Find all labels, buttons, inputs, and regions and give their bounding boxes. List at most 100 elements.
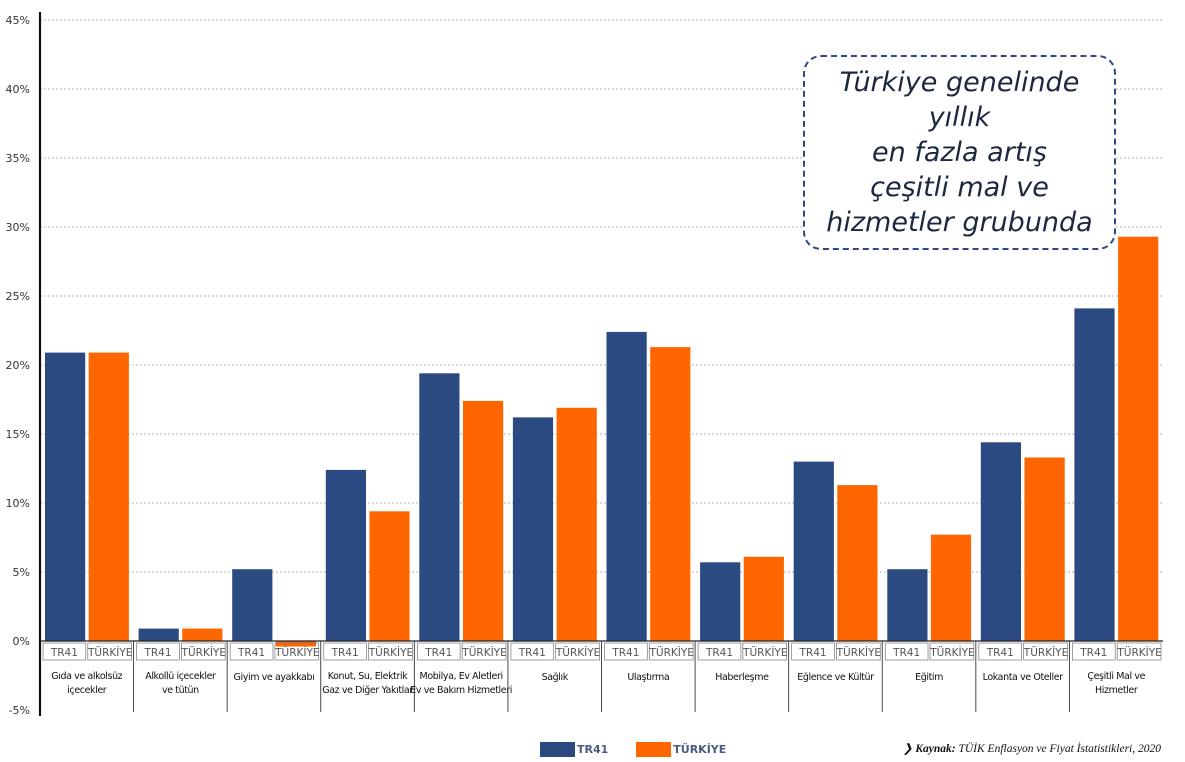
sublabel-text: TR41 <box>799 647 827 659</box>
legend-item-tr41: TR41 <box>540 741 609 757</box>
sublabel-box <box>555 642 600 661</box>
y-tick-label: 30% <box>6 221 30 234</box>
bar <box>606 331 647 641</box>
bar <box>930 534 972 641</box>
sublabel-text: TR41 <box>50 647 78 659</box>
sublabel-box <box>229 642 274 661</box>
legend-swatch-tr41 <box>540 741 575 757</box>
sublabel-text: TÜRKİYE <box>461 646 506 659</box>
bar <box>556 407 597 641</box>
y-tick-label: 35% <box>6 152 30 165</box>
sublabel-text: TÜRKİYE <box>742 646 787 659</box>
sublabel-box <box>1023 642 1068 661</box>
callout-line: en fazla artış <box>872 136 1047 168</box>
category-label: Sağlık <box>542 672 569 683</box>
bar <box>1024 457 1065 641</box>
legend-label: TR41 <box>577 742 609 756</box>
bar <box>700 562 741 641</box>
sublabel-box <box>791 642 835 661</box>
sublabel-text: TR41 <box>705 647 733 659</box>
sublabel-box <box>1116 642 1162 661</box>
category-label: ve tütün <box>162 685 199 696</box>
category-label: Gaz ve Diğer Yakıtlar <box>322 685 413 696</box>
sublabel-box <box>87 642 132 661</box>
bar <box>182 628 223 641</box>
category-label: Eğlence ve Kültür <box>797 672 874 683</box>
y-tick-label: 20% <box>6 359 30 372</box>
category-label: Giyim ve ayakkabı <box>234 672 315 683</box>
category-label: Eğitim <box>915 672 943 683</box>
category-label: Alkollü içecekler <box>145 671 216 682</box>
sublabel-text: TÜRKİYE <box>87 646 132 659</box>
sublabel-box <box>604 642 648 661</box>
sublabel-text: TÜRKİYE <box>368 646 413 659</box>
source-note: ❯ Kaynak: TÜİK Enflasyon ve Fiyat İstati… <box>903 741 1161 755</box>
category-label: Gıda ve alkolsüz <box>51 671 122 682</box>
category-label: Ulaştırma <box>627 672 669 683</box>
y-tick-label: 15% <box>6 428 30 441</box>
sublabel-box <box>836 642 881 661</box>
bar <box>138 628 179 641</box>
sublabel-text: TR41 <box>518 647 546 659</box>
category-label: Mobilya, Ev Aletleri <box>420 671 503 682</box>
bar <box>88 352 129 641</box>
callout-line: Türkiye genelinde yıllık <box>839 66 1080 133</box>
bar <box>512 417 554 641</box>
category-label: Hizmetler <box>1095 685 1138 696</box>
bar <box>45 352 86 641</box>
sublabel-box <box>323 642 367 661</box>
sublabel-box <box>697 642 742 661</box>
bar <box>232 569 273 641</box>
sublabel-box <box>929 642 975 661</box>
source-text: TÜİK Enflasyon ve Fiyat İstatistikleri, … <box>958 743 1161 755</box>
callout-box: Türkiye genelinde yıllık en fazla artış … <box>803 55 1116 250</box>
bar <box>980 442 1021 641</box>
bar <box>275 641 316 647</box>
sublabel-text: TR41 <box>986 647 1014 659</box>
category-label: Lokanta ve Oteller <box>983 672 1064 683</box>
source-prefix: Kaynak: <box>915 743 956 755</box>
sublabel-text: TÜRKİYE <box>1023 646 1068 659</box>
sublabel-text: TÜRKİYE <box>555 646 600 659</box>
sublabel-text: TR41 <box>143 647 171 659</box>
sublabel-box <box>416 642 461 661</box>
chevron-right-icon: ❯ <box>902 743 913 755</box>
legend: TR41 TÜRKİYE <box>540 739 754 759</box>
sublabel-text: TR41 <box>237 647 265 659</box>
bar <box>419 373 460 641</box>
callout-line: çeşitli mal ve <box>870 172 1049 204</box>
sublabel-box <box>1072 642 1116 661</box>
sublabel-box <box>461 642 507 661</box>
sublabel-text: TR41 <box>1079 647 1107 659</box>
bar <box>793 461 834 641</box>
y-tick-label: 45% <box>6 14 30 27</box>
sublabel-box <box>274 642 320 661</box>
bar <box>1074 308 1115 641</box>
sublabel-box <box>978 642 1022 661</box>
bar <box>369 511 410 641</box>
sublabel-text: TR41 <box>611 647 639 659</box>
sublabel-box <box>742 642 788 661</box>
y-tick-label: 40% <box>6 83 30 96</box>
category-label: içecekler <box>67 685 107 696</box>
sublabel-text: TR41 <box>424 647 452 659</box>
category-label: Ev ve Bakım Hizmetleri <box>410 685 512 696</box>
sublabel-text: TÜRKİYE <box>181 646 226 659</box>
sublabel-text: TÜRKİYE <box>1116 646 1161 659</box>
bar <box>743 556 784 641</box>
legend-swatch-turkiye <box>636 741 672 757</box>
bar <box>837 485 878 641</box>
bar <box>650 347 691 641</box>
y-tick-label: -5% <box>9 704 30 717</box>
sublabel-text: TÜRKİYE <box>929 646 974 659</box>
bar <box>1118 236 1159 641</box>
sublabel-box <box>648 642 694 661</box>
category-label: Konut, Su, Elektrik <box>328 671 409 682</box>
callout-line: hizmetler grubunda <box>826 207 1093 239</box>
sublabel-text: TR41 <box>892 647 920 659</box>
y-tick-label: 25% <box>6 290 30 303</box>
legend-label: TÜRKİYE <box>673 742 727 756</box>
sublabel-text: TÜRKİYE <box>274 646 319 659</box>
y-tick-label: 0% <box>13 635 30 648</box>
sublabel-box <box>42 642 87 661</box>
